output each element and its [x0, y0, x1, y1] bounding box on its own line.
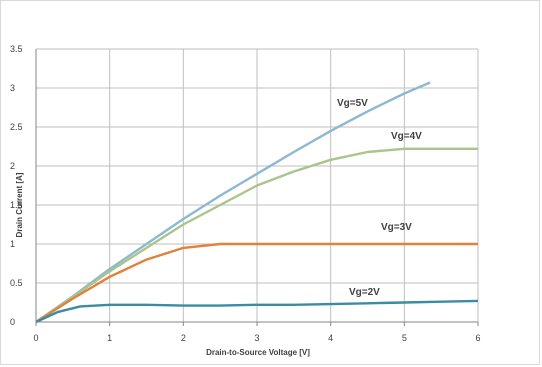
series-label: Vg=3V — [381, 222, 412, 233]
series-label: Vg=5V — [337, 98, 368, 109]
y-tick-label: 1.5 — [10, 200, 23, 210]
x-tick-label: 4 — [328, 333, 333, 343]
y-tick-label: 0 — [10, 317, 15, 327]
y-tick-label: 1 — [10, 239, 15, 249]
y-tick-label: 0.5 — [10, 278, 23, 288]
y-tick-label: 2 — [10, 161, 15, 171]
series-label: Vg=2V — [349, 287, 380, 298]
axes — [35, 49, 479, 326]
series-label: Vg=4V — [391, 131, 422, 142]
series-line — [35, 299, 479, 324]
y-tick-label: 3.5 — [10, 44, 23, 54]
series-line — [35, 81, 431, 323]
y-tick-label: 2.5 — [10, 122, 23, 132]
x-axis-title: Drain-to-Source Voltage [V] — [206, 348, 310, 357]
x-tick-label: 6 — [475, 333, 480, 343]
x-tick-label: 0 — [33, 333, 38, 343]
x-tick-label: 3 — [254, 333, 259, 343]
x-tick-label: 1 — [107, 333, 112, 343]
series-labels: Vg=5V Vg=4V Vg=3V Vg=2V — [337, 98, 422, 298]
series-lines — [35, 81, 479, 324]
y-axis-title: Drain Current [A] — [15, 172, 24, 237]
series-line — [35, 242, 478, 324]
y-tick-labels: 0 0.5 1 1.5 2 2.5 3 3.5 — [10, 44, 23, 327]
series-line — [35, 147, 478, 323]
y-tick-label: 3 — [10, 83, 15, 93]
x-tick-label: 2 — [181, 333, 186, 343]
x-tick-labels: 0 1 2 3 4 5 6 — [33, 333, 480, 343]
x-tick-label: 5 — [402, 333, 407, 343]
